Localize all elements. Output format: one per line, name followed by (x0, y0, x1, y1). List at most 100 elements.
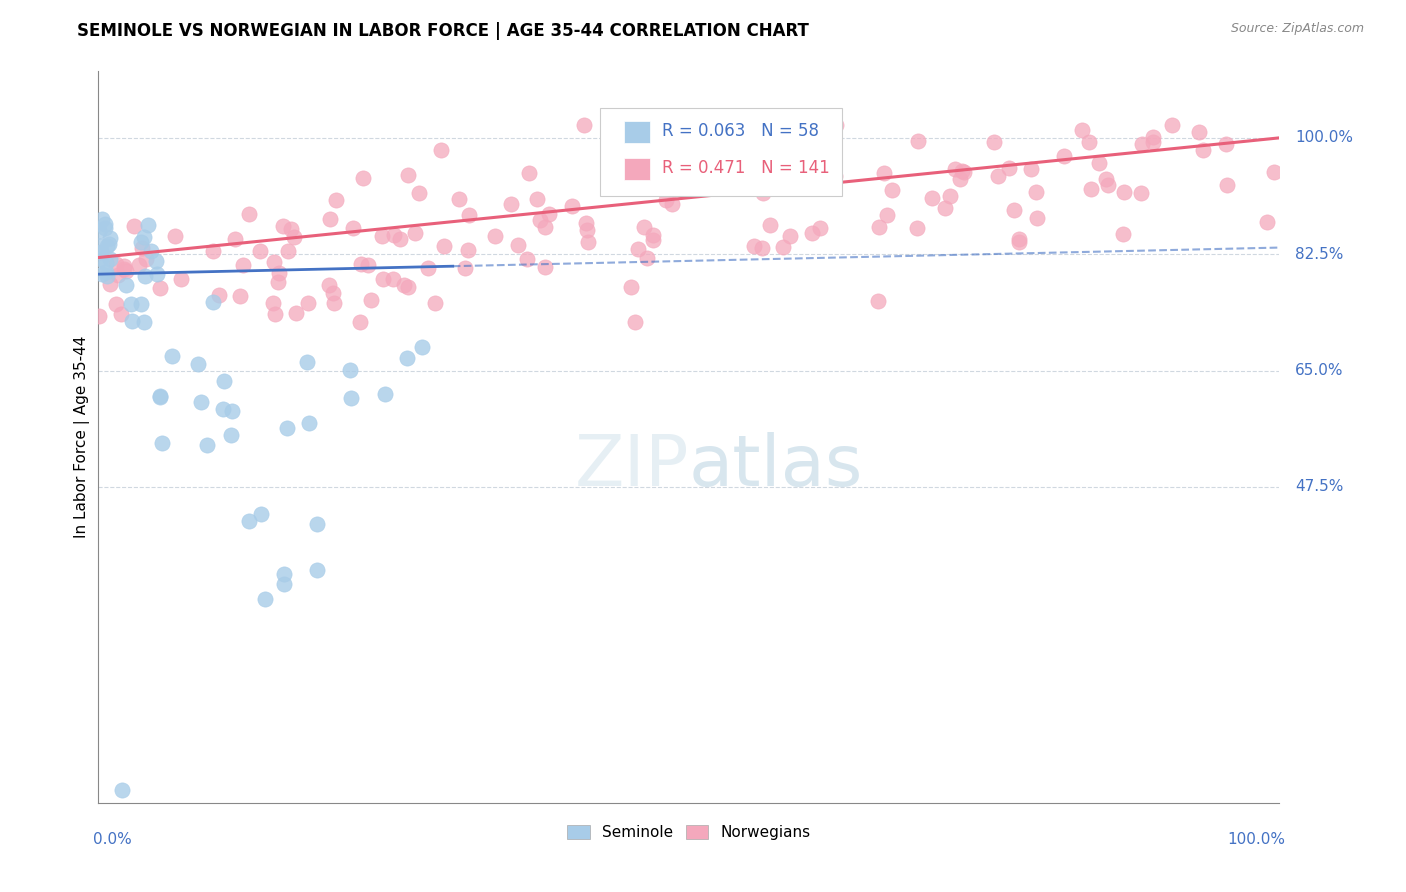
Text: 82.5%: 82.5% (1295, 247, 1343, 261)
Point (212, 374, 235, 388)
Point (262, 296, 284, 310)
Point (112, 260, 135, 274)
Point (633, 220, 655, 235)
Point (1008, 235, 1031, 249)
Point (538, 206, 561, 220)
Point (195, 438, 218, 452)
Y-axis label: In Labor Force | Age 35-44: In Labor Force | Age 35-44 (75, 336, 90, 538)
Point (1025, 211, 1047, 226)
Point (987, 169, 1010, 183)
Point (134, 229, 156, 244)
Point (267, 275, 290, 289)
Point (382, 228, 405, 243)
Point (280, 222, 302, 236)
Point (449, 192, 471, 206)
Point (430, 143, 453, 157)
Point (208, 287, 231, 301)
Point (94, 220, 117, 235)
Point (689, 131, 711, 145)
Point (267, 266, 290, 280)
Point (339, 362, 361, 376)
Point (418, 260, 440, 275)
Point (122, 219, 145, 233)
Point (641, 233, 664, 247)
Point (752, 186, 775, 200)
Point (134, 269, 156, 284)
Point (576, 223, 599, 237)
Point (115, 264, 138, 278)
Point (396, 351, 419, 365)
Point (1142, 135, 1164, 149)
Text: R = 0.471   N = 141: R = 0.471 N = 141 (662, 159, 830, 177)
Point (232, 258, 254, 272)
Point (263, 255, 285, 269)
Point (950, 164, 973, 178)
Point (661, 197, 683, 211)
Point (1216, 178, 1239, 192)
Point (141, 244, 163, 259)
Point (1161, 118, 1184, 132)
Point (271, 219, 294, 234)
Point (953, 165, 976, 179)
FancyBboxPatch shape (624, 158, 650, 179)
Point (104, 296, 127, 310)
Point (876, 208, 898, 222)
Point (641, 227, 664, 242)
Point (138, 218, 160, 232)
Point (94, 265, 117, 279)
Point (202, 244, 225, 258)
Point (283, 230, 305, 244)
Point (1215, 136, 1237, 151)
Point (250, 507, 273, 521)
Point (319, 212, 342, 227)
Point (212, 401, 235, 416)
Point (433, 239, 456, 253)
Point (305, 563, 328, 577)
Point (1087, 156, 1109, 170)
Point (408, 186, 430, 201)
Point (149, 280, 172, 294)
Point (1070, 123, 1092, 137)
Point (325, 193, 347, 207)
Point (1112, 227, 1135, 241)
Point (758, 218, 780, 232)
Point (907, 134, 929, 148)
Point (868, 219, 890, 234)
Text: 100.0%: 100.0% (1227, 832, 1285, 847)
Point (943, 161, 966, 176)
Point (202, 294, 225, 309)
Text: ZIP: ZIP (575, 432, 689, 500)
Point (91, 267, 114, 281)
Point (352, 171, 374, 186)
Point (295, 355, 318, 369)
Point (238, 514, 260, 528)
Text: SEMINOLE VS NORWEGIAN IN LABOR FORCE | AGE 35-44 CORRELATION CHART: SEMINOLE VS NORWEGIAN IN LABOR FORCE | A… (77, 22, 810, 40)
Point (576, 235, 599, 249)
Point (1002, 203, 1025, 218)
Point (454, 260, 477, 275)
Point (1130, 137, 1153, 152)
Point (371, 228, 394, 243)
Point (323, 295, 346, 310)
Legend: Seminole, Norwegians: Seminole, Norwegians (561, 819, 817, 847)
Point (98, 252, 121, 266)
Point (998, 161, 1021, 175)
Point (342, 221, 364, 235)
Point (1095, 172, 1118, 186)
Point (322, 286, 344, 301)
Point (636, 251, 658, 265)
Point (808, 221, 831, 235)
Point (357, 259, 380, 273)
Point (526, 192, 548, 206)
Point (114, 277, 136, 292)
Point (145, 253, 167, 268)
Text: R = 0.063   N = 58: R = 0.063 N = 58 (662, 122, 818, 140)
Point (105, 257, 128, 271)
Point (939, 189, 962, 203)
Point (94, 217, 117, 231)
Point (396, 169, 419, 183)
Point (396, 280, 419, 294)
Point (121, 314, 143, 328)
Point (120, 297, 142, 311)
Point (1025, 185, 1047, 199)
